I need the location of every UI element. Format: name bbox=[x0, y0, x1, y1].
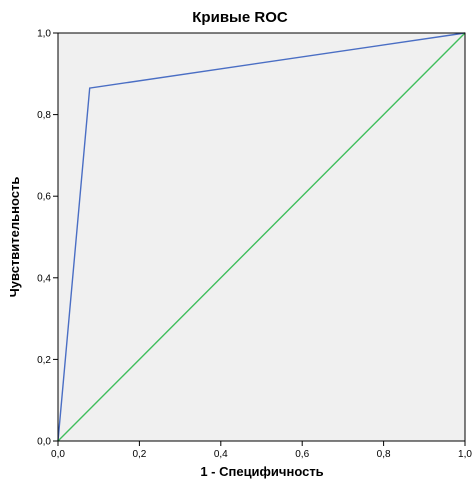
x-tick-label: 1,0 bbox=[458, 449, 472, 460]
chart-title: Кривые ROC bbox=[192, 9, 288, 26]
x-tick-label: 0,6 bbox=[295, 449, 309, 460]
x-axis-label: 1 - Специфичность bbox=[200, 464, 323, 479]
series-layer bbox=[57, 32, 466, 442]
y-tick-label: 0,4 bbox=[37, 273, 51, 284]
y-axis: 0,0 0,2 0,4 0,6 0,8 1,0 bbox=[37, 29, 58, 448]
y-tick-label: 0,0 bbox=[37, 437, 51, 448]
y-axis-label: Чувствительность bbox=[7, 177, 22, 298]
x-tick-label: 0,0 bbox=[51, 449, 65, 460]
y-tick-label: 0,8 bbox=[37, 110, 51, 121]
x-axis: 0,0 0,2 0,4 0,6 0,8 1,0 bbox=[51, 441, 472, 460]
x-tick-label: 0,2 bbox=[132, 449, 146, 460]
series-line-0 bbox=[57, 32, 466, 442]
x-tick-label: 0,4 bbox=[214, 449, 228, 460]
y-tick-label: 1,0 bbox=[37, 29, 51, 40]
y-tick-label: 0,6 bbox=[37, 192, 51, 203]
y-tick-label: 0,2 bbox=[37, 355, 51, 366]
series-line-1 bbox=[57, 32, 466, 442]
x-tick-label: 0,8 bbox=[377, 449, 391, 460]
plot-frame bbox=[57, 32, 466, 442]
